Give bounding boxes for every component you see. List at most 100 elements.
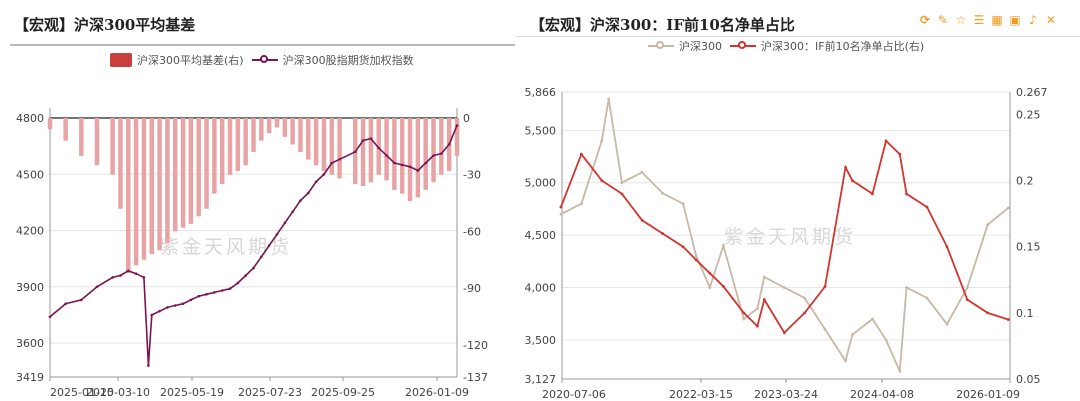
series-line <box>560 98 1009 372</box>
x-tick-label: 2024-04-08 <box>850 388 914 401</box>
bar <box>298 118 303 153</box>
bar <box>219 118 225 185</box>
bar <box>79 118 84 156</box>
line-point <box>173 304 177 307</box>
bar <box>266 118 272 134</box>
line-point <box>314 180 318 184</box>
line-point <box>762 275 766 279</box>
line-point <box>925 296 929 300</box>
line-point <box>267 244 271 247</box>
line-point <box>205 292 208 296</box>
series-line <box>560 139 1009 335</box>
line-point <box>1006 318 1010 321</box>
watermark: 紫金天风期货 <box>160 236 293 258</box>
star-icon[interactable]: ☆ <box>955 13 967 27</box>
y-left-tick-label: 3419 <box>16 371 44 384</box>
line-point <box>48 315 52 319</box>
bar <box>133 118 139 266</box>
bar <box>399 118 405 194</box>
line-point <box>142 276 146 279</box>
line-point <box>905 286 908 289</box>
x-tick-label: 2022-03-15 <box>669 388 733 401</box>
bar <box>180 118 186 228</box>
y-right-tick-label: 0.2 <box>1016 175 1034 188</box>
line-point <box>945 322 949 326</box>
expand-icon[interactable]: ✕ <box>1045 13 1057 27</box>
line-point <box>408 165 412 169</box>
line-point <box>158 309 161 313</box>
line-point <box>275 232 279 236</box>
bar <box>337 118 342 179</box>
watermark: 紫金天风期货 <box>724 226 857 248</box>
line-point <box>338 157 341 161</box>
line-point <box>213 291 216 294</box>
line-point <box>708 271 712 275</box>
list-icon[interactable]: ☰ <box>973 13 985 27</box>
refresh-icon[interactable]: ⟳ <box>919 13 931 27</box>
x-tick-label: 2025-01-10 <box>50 386 114 399</box>
line-point <box>432 154 435 157</box>
bar <box>157 118 162 251</box>
bar <box>392 118 397 190</box>
bar <box>360 118 366 187</box>
bar <box>196 118 201 217</box>
x-tick-label: 2026-01-09 <box>405 386 469 399</box>
y-right-tick-label: 0 <box>463 112 470 125</box>
edit-icon[interactable]: ✎ <box>937 13 949 27</box>
line-point <box>306 191 310 195</box>
line-point <box>559 212 563 216</box>
line-point <box>945 245 949 249</box>
y-left-tick-label: 4,000 <box>525 282 557 295</box>
line-point <box>80 298 83 302</box>
x-tick-label: 2026-01-09 <box>956 388 1020 401</box>
bar <box>235 118 241 171</box>
bar <box>329 118 335 175</box>
image-icon[interactable]: ▣ <box>1009 13 1021 27</box>
line-point <box>197 294 201 298</box>
legend-item-index[interactable]: 沪深300股指期货加权指数 <box>251 52 414 68</box>
legend-item-net-ratio[interactable]: 沪深300：IF前10名净单占比(右) <box>730 38 924 54</box>
legend-item-hs300[interactable]: 沪深300 <box>648 38 722 54</box>
line-point <box>661 232 664 235</box>
bar <box>227 118 233 175</box>
line-point <box>721 244 725 248</box>
x-tick-label: 2023-03-24 <box>754 388 818 401</box>
line-point <box>166 306 169 309</box>
basis-chart-plot: 3419 3600 3900 4200 4500 4800 -137 -120 -90 -60 -3… <box>16 108 488 399</box>
line-point <box>369 137 373 140</box>
line-point <box>823 285 827 288</box>
line-point <box>220 289 224 292</box>
line-point <box>260 255 263 259</box>
line-point <box>620 181 624 185</box>
line-point <box>803 311 806 315</box>
bar <box>407 118 413 202</box>
line-point <box>986 311 990 315</box>
legend-item-basis[interactable]: 沪深300平均基差(右) <box>110 52 244 68</box>
legend-label: 沪深300股指期货加权指数 <box>282 54 414 67</box>
y-left-tick-label: 5,500 <box>525 124 557 137</box>
line-point <box>283 221 287 225</box>
line-point <box>851 333 854 337</box>
bar <box>47 118 53 130</box>
bar <box>313 118 319 166</box>
line-point <box>361 139 365 142</box>
table-icon[interactable]: ▦ <box>991 13 1003 27</box>
line-point <box>640 170 644 174</box>
line-point <box>661 191 664 195</box>
y-left-tick-label: 3,500 <box>525 334 557 347</box>
bar <box>110 118 115 175</box>
line-point <box>330 161 334 165</box>
line-point <box>756 324 759 328</box>
line-point <box>782 331 786 335</box>
y-left-tick-label: 5,000 <box>525 177 557 190</box>
basis-chart-panel: 【宏观】沪深300平均基差 沪深300平均基差(右) 沪深300股指期货加权指数… <box>0 0 515 401</box>
bell-icon[interactable]: ♪ <box>1029 13 1037 27</box>
line-point <box>353 150 357 154</box>
line-point <box>965 298 969 302</box>
line-point <box>742 317 746 321</box>
line-point <box>600 139 604 143</box>
bar <box>431 118 436 183</box>
x-tick-label: 2025-03-10 <box>86 386 150 399</box>
line-point <box>385 154 388 157</box>
line-point <box>579 202 583 206</box>
